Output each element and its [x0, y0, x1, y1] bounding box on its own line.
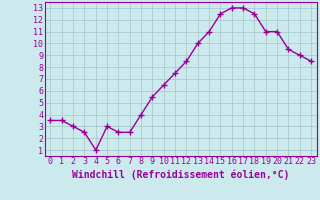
- X-axis label: Windchill (Refroidissement éolien,°C): Windchill (Refroidissement éolien,°C): [72, 169, 290, 180]
